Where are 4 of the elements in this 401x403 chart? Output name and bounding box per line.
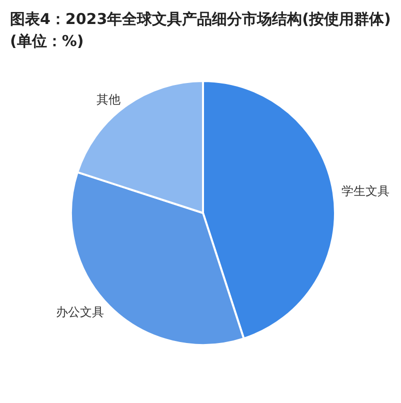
slice-label: 其他 <box>96 92 121 107</box>
chart-title: 图表4：2023年全球文具产品细分市场结构(按使用群体)(单位：%) <box>9 9 392 52</box>
slice-label: 办公文具 <box>56 304 104 319</box>
slice-label: 学生文具 <box>341 184 390 198</box>
